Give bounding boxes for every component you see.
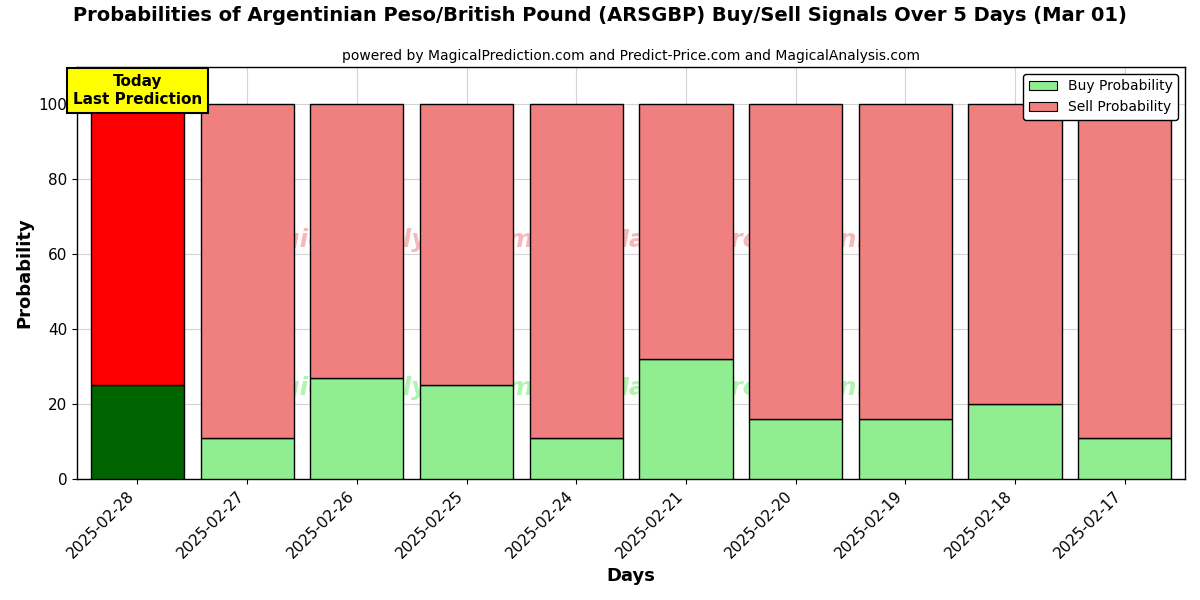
Bar (91, 385, 184, 479)
Text: Today
Last Prediction: Today Last Prediction (73, 74, 202, 107)
Bar (968, 404, 1062, 479)
Legend: Buy Probability, Sell Probability: Buy Probability, Sell Probability (1024, 74, 1178, 120)
Bar (529, 104, 623, 437)
Bar (968, 104, 1062, 404)
Text: MagicalAnalysis.com: MagicalAnalysis.com (241, 228, 534, 252)
X-axis label: Days: Days (607, 567, 655, 585)
Bar (311, 104, 403, 378)
Text: MagicalAnalysis.com: MagicalAnalysis.com (241, 376, 534, 400)
Bar (640, 104, 732, 359)
Bar (529, 437, 623, 479)
Bar (1078, 437, 1171, 479)
Bar (640, 359, 732, 479)
Bar (859, 104, 952, 419)
Bar (859, 419, 952, 479)
Bar (749, 104, 842, 419)
Y-axis label: Probability: Probability (14, 217, 32, 328)
Bar (311, 378, 403, 479)
Text: MagicalPrediction.com: MagicalPrediction.com (604, 376, 924, 400)
Text: MagicalPrediction.com: MagicalPrediction.com (604, 228, 924, 252)
Bar (420, 385, 514, 479)
Bar (200, 437, 294, 479)
Title: powered by MagicalPrediction.com and Predict-Price.com and MagicalAnalysis.com: powered by MagicalPrediction.com and Pre… (342, 49, 920, 63)
Bar (91, 104, 184, 385)
Bar (1078, 104, 1171, 437)
Bar (749, 419, 842, 479)
Bar (420, 104, 514, 385)
Bar (200, 104, 294, 437)
Text: Probabilities of Argentinian Peso/British Pound (ARSGBP) Buy/Sell Signals Over 5: Probabilities of Argentinian Peso/Britis… (73, 6, 1127, 25)
